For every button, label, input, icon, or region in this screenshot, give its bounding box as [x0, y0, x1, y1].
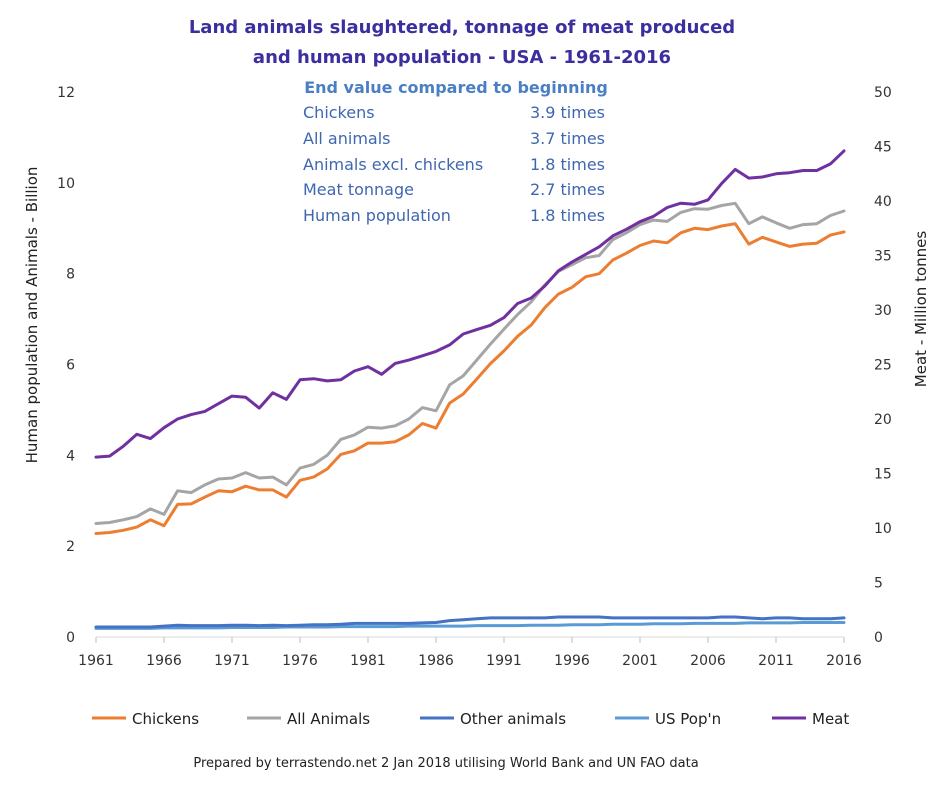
right-axis-ticks: 0 5 10 15 20 25 30 35 40 45 50	[874, 85, 892, 646]
right-tick-label: 25	[874, 358, 892, 374]
left-tick-label: 0	[66, 630, 75, 646]
summary-label-meat-tonnage: Meat tonnage	[303, 180, 414, 199]
right-tick-label: 20	[874, 412, 892, 428]
right-tick-label: 30	[874, 303, 892, 319]
right-tick-label: 35	[874, 249, 892, 265]
summary-annotation: End value compared to beginning Chickens…	[303, 78, 608, 225]
left-axis-title: Human population and Animals - Billion	[23, 167, 41, 464]
summary-value-all-animals: 3.7 times	[530, 129, 605, 148]
x-tick-label: 2001	[622, 653, 658, 669]
summary-heading: End value compared to beginning	[304, 78, 608, 97]
legend-label-us-pop-n: US Pop'n	[655, 710, 721, 728]
chart-title-line-1: Land animals slaughtered, tonnage of mea…	[189, 17, 735, 38]
x-tick-label: 1996	[554, 653, 590, 669]
right-tick-label: 45	[874, 140, 892, 156]
left-tick-label: 2	[66, 539, 75, 555]
x-axis: 1961 1966 1971 1976 1981 1986 1991 1996 2001 2006…	[78, 636, 862, 669]
series-line-all-animals	[94, 201, 846, 525]
x-tick-label: 1976	[282, 653, 318, 669]
summary-label-animals-excl-chickens: Animals excl. chickens	[303, 155, 483, 174]
summary-value-animals-excl-chickens: 1.8 times	[530, 155, 605, 174]
right-axis-title: Meat - Million tonnes	[912, 231, 930, 388]
x-tick-label: 1986	[418, 653, 454, 669]
right-tick-label: 0	[874, 630, 883, 646]
left-tick-label: 10	[57, 176, 75, 192]
summary-label-chickens: Chickens	[303, 103, 375, 122]
x-tick-label: 2011	[758, 653, 794, 669]
series-line-chickens	[94, 222, 846, 535]
x-tick-label: 2006	[690, 653, 726, 669]
x-tick-label: 1991	[486, 653, 522, 669]
x-tick-label: 1971	[214, 653, 250, 669]
summary-label-human-population: Human population	[303, 206, 451, 225]
chart-title: Land animals slaughtered, tonnage of mea…	[189, 17, 735, 68]
summary-value-chickens: 3.9 times	[530, 103, 605, 122]
legend-label-all-animals: All Animals	[287, 710, 370, 728]
series-line-other-animals	[94, 615, 846, 629]
series-line-meat	[94, 149, 846, 459]
legend-label-meat: Meat	[812, 710, 849, 728]
summary-label-all-animals: All animals	[303, 129, 390, 148]
left-axis-ticks: 0 2 4 6 8 10 12	[57, 85, 75, 646]
x-tick-label: 1981	[350, 653, 386, 669]
series-lines	[94, 149, 846, 630]
left-tick-label: 8	[66, 267, 75, 283]
credit-note: Prepared by terrastendo.net 2 Jan 2018 u…	[193, 756, 698, 771]
left-tick-label: 6	[66, 358, 75, 374]
chart-title-line-2: and human population - USA - 1961-2016	[253, 47, 671, 68]
x-tick-label: 2016	[826, 653, 862, 669]
legend-label-other-animals: Other animals	[460, 710, 566, 728]
right-tick-label: 5	[874, 576, 883, 592]
legend: Chickens All Animals Other animals US Pop'n…	[92, 710, 849, 728]
legend-label-chickens: Chickens	[132, 710, 199, 728]
series-line-us-pop-n	[94, 621, 846, 630]
summary-value-meat-tonnage: 2.7 times	[530, 180, 605, 199]
right-tick-label: 10	[874, 521, 892, 537]
left-tick-label: 12	[57, 85, 75, 101]
right-tick-label: 40	[874, 194, 892, 210]
x-tick-label: 1961	[78, 653, 114, 669]
summary-value-human-population: 1.8 times	[530, 206, 605, 225]
left-tick-label: 4	[66, 448, 75, 464]
x-tick-label: 1966	[146, 653, 182, 669]
right-tick-label: 50	[874, 85, 892, 101]
right-tick-label: 15	[874, 467, 892, 483]
